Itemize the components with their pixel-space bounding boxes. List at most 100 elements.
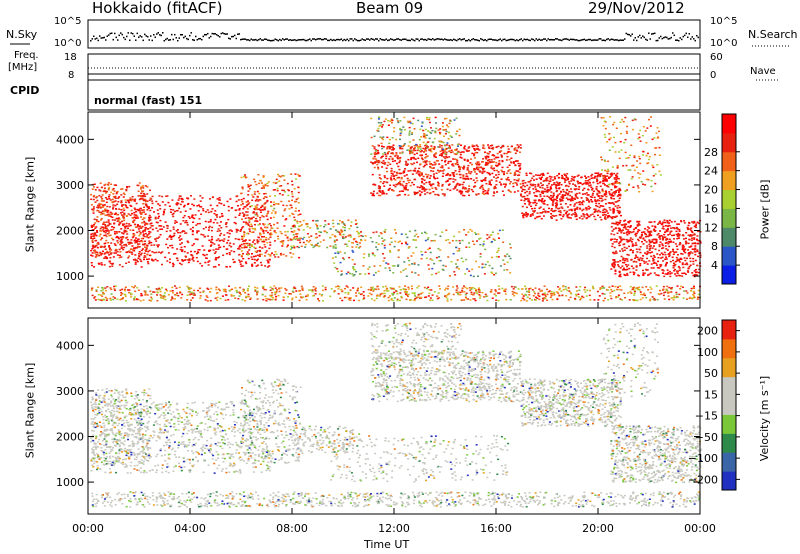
echo-pixel — [382, 240, 385, 242]
echo-pixel — [143, 224, 146, 226]
echo-pixel — [116, 220, 119, 222]
echo-pixel — [612, 210, 615, 213]
echo-pixel — [491, 231, 494, 233]
echo-pixel — [352, 267, 355, 269]
echo-pixel — [566, 214, 569, 216]
echo-pixel — [552, 192, 555, 195]
echo-pixel — [151, 225, 154, 227]
echo-pixel — [381, 193, 384, 195]
echo-pixel — [196, 230, 199, 232]
echo-pixel — [247, 217, 250, 219]
echo-pixel — [461, 151, 464, 153]
echo-pixel — [190, 195, 193, 197]
echo-pixel — [183, 214, 186, 217]
echo-pixel — [91, 226, 94, 228]
echo-pixel — [461, 239, 464, 242]
nsky-point — [520, 38, 522, 40]
echo-pixel — [613, 266, 616, 269]
nsky-point — [481, 38, 483, 41]
echo-pixel — [201, 197, 204, 199]
echo-pixel — [697, 242, 700, 245]
echo-pixel — [173, 234, 176, 237]
echo-pixel — [568, 216, 571, 219]
echo-pixel — [105, 210, 108, 213]
echo-pixel — [98, 254, 101, 257]
echo-pixel — [452, 174, 455, 177]
echo-pixel — [335, 239, 338, 241]
echo-pixel — [653, 238, 656, 241]
echo-pixel — [579, 208, 582, 210]
echo-pixel — [113, 252, 116, 254]
echo-pixel — [540, 199, 543, 201]
echo-pixel — [391, 149, 394, 151]
echo-pixel — [93, 194, 96, 197]
echo-pixel — [589, 195, 592, 198]
echo-pixel — [526, 184, 529, 187]
echo-pixel — [526, 194, 529, 197]
echo-pixel — [486, 192, 489, 195]
echo-pixel — [646, 274, 649, 276]
echo-pixel — [407, 181, 410, 184]
echo-pixel — [126, 215, 129, 217]
echo-pixel — [269, 232, 272, 234]
echo-pixel — [479, 256, 482, 258]
echo-pixel — [161, 228, 164, 230]
nsky-point — [492, 39, 494, 41]
echo-pixel — [116, 254, 119, 256]
echo-pixel — [316, 226, 319, 229]
echo-pixel — [570, 178, 573, 180]
echo-pixel — [167, 201, 170, 204]
echo-pixel — [398, 194, 401, 196]
echo-pixel — [567, 299, 570, 301]
nsky-point — [510, 38, 512, 41]
echo-pixel — [586, 179, 589, 182]
echo-pixel — [481, 266, 484, 269]
echo-pixel — [539, 199, 542, 202]
echo-pixel — [515, 170, 518, 172]
echo-pixel — [386, 152, 389, 155]
echo-pixel — [305, 223, 308, 225]
echo-pixel — [272, 209, 275, 212]
echo-pixel — [497, 237, 500, 239]
echo-pixel — [693, 237, 696, 239]
echo-pixel — [639, 251, 642, 254]
echo-pixel — [98, 194, 101, 197]
freq-tick-bottom: 8 — [68, 70, 75, 81]
nsky-point — [208, 37, 210, 39]
echo-pixel — [114, 197, 117, 200]
echo-pixel — [143, 252, 146, 255]
echo-pixel — [149, 209, 152, 212]
echo-pixel — [605, 190, 608, 192]
echo-pixel — [343, 229, 346, 232]
echo-pixel — [582, 214, 585, 216]
echo-pixel — [688, 246, 691, 248]
echo-pixel — [617, 261, 620, 263]
echo-pixel — [477, 275, 480, 277]
echo-pixel — [332, 245, 335, 247]
nsky-point — [127, 32, 129, 34]
echo-pixel — [615, 215, 618, 217]
nsky-point — [502, 38, 504, 41]
echo-pixel — [360, 239, 363, 242]
echo-pixel — [688, 251, 691, 254]
nsky-point — [159, 34, 161, 36]
echo-pixel — [376, 152, 379, 155]
echo-pixel — [193, 198, 196, 200]
echo-pixel — [539, 193, 542, 196]
echo-pixel — [669, 227, 672, 229]
echo-pixel — [578, 186, 581, 188]
nsky-point — [690, 38, 692, 40]
nsky-point — [229, 38, 231, 40]
echo-pixel — [215, 257, 218, 259]
echo-pixel — [504, 186, 507, 188]
echo-pixel — [695, 226, 698, 229]
echo-pixel — [351, 246, 354, 248]
echo-pixel — [229, 198, 232, 200]
echo-pixel — [159, 228, 162, 231]
echo-pixel — [90, 198, 93, 201]
echo-pixel — [120, 245, 123, 247]
echo-pixel — [228, 285, 231, 288]
echo-pixel — [588, 185, 591, 187]
echo-pixel — [509, 247, 512, 249]
echo-pixel — [571, 197, 574, 200]
